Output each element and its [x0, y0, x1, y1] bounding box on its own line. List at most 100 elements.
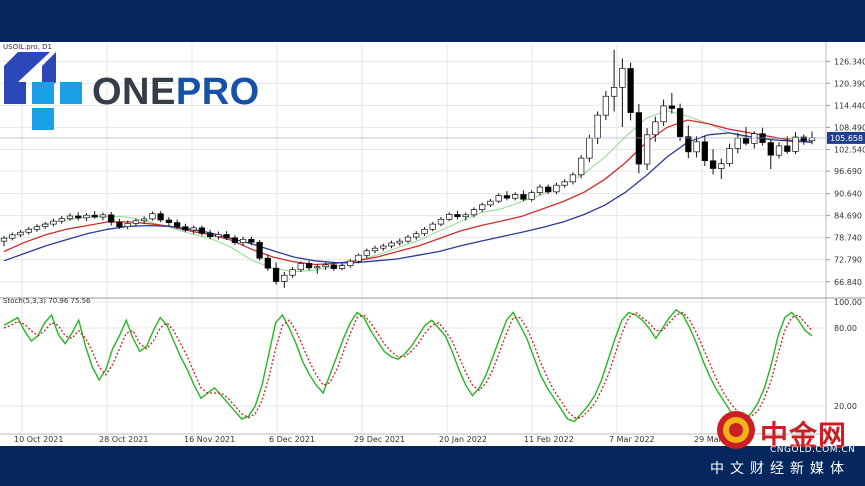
ma-line-3 [3, 132, 813, 264]
candle [528, 190, 535, 202]
candle-body [660, 105, 667, 123]
candle [421, 227, 428, 236]
candle [709, 149, 717, 175]
candle-body [652, 121, 659, 136]
price-tick-label: 126.340 [834, 57, 865, 66]
stoch-tick-labels: 100.00 80.00 20.00 [834, 298, 862, 411]
candle-body [347, 260, 354, 266]
candle-body [141, 218, 148, 222]
candle [437, 217, 445, 227]
grid [0, 44, 826, 432]
candle-body [248, 238, 255, 243]
symbol-label: USOIL.pro, D1 [3, 43, 53, 51]
candle-body [281, 274, 288, 282]
candle [693, 136, 700, 158]
candle-body [75, 215, 82, 219]
chart-background [0, 42, 865, 446]
candle-body [99, 214, 107, 218]
candle [726, 143, 733, 167]
candle [388, 240, 395, 249]
candle [784, 136, 791, 154]
candle-body [643, 134, 651, 165]
candle [231, 235, 239, 245]
candle [314, 264, 321, 274]
candle-body [132, 220, 140, 224]
top-banner [0, 0, 865, 42]
candle-body [446, 214, 453, 220]
candle [775, 142, 783, 159]
candle-body [338, 265, 346, 269]
price-tick-label: 72.790 [834, 256, 862, 265]
candle-body [512, 194, 519, 199]
candle-body [17, 231, 24, 236]
candle-body [116, 221, 123, 228]
candle [800, 134, 807, 145]
candle [338, 263, 346, 271]
candles [0, 49, 816, 288]
candle [792, 132, 799, 155]
last-price-box [827, 131, 865, 144]
price-tick-label: 96.690 [834, 167, 862, 176]
candle [619, 58, 626, 128]
candle [9, 232, 16, 241]
candle [347, 258, 354, 268]
candle [0, 235, 8, 247]
candle-body [322, 264, 329, 268]
candle [503, 191, 511, 201]
candle [602, 91, 610, 120]
candle-body [33, 226, 41, 230]
candle-body [256, 241, 263, 259]
candle [132, 218, 140, 226]
time-tick-label: 10 Oct 2021 [14, 435, 63, 444]
candle [91, 211, 98, 219]
stoch-main-line [3, 308, 813, 423]
last-price-label: 105.658 [830, 134, 863, 143]
candle [404, 234, 412, 244]
candle-body [264, 257, 271, 269]
candle-body [536, 186, 544, 193]
time-tick-labels: 10 Oct 2021 28 Oct 2021 16 Nov 2021 6 Dec 2… [14, 435, 745, 444]
candle [446, 212, 453, 222]
candle [223, 231, 230, 241]
candle [363, 248, 370, 258]
candle [643, 128, 651, 170]
candle [297, 261, 304, 272]
time-tick-label: 11 Feb 2022 [524, 435, 574, 444]
candle-body [25, 228, 32, 233]
candle [289, 267, 296, 278]
candle [512, 192, 519, 201]
candle-body [173, 222, 181, 228]
price-tick-label: 108.490 [834, 123, 865, 132]
candle-body [413, 233, 420, 238]
chart-area: 126.340 120.390 114.440 108.490 102.540 96.69… [0, 42, 865, 446]
candle-body [231, 237, 239, 243]
candle-body [775, 145, 783, 156]
stoch-tick-label: 20.00 [834, 402, 857, 411]
candle [149, 211, 156, 221]
candle-body [668, 105, 675, 109]
candle [553, 182, 560, 195]
candle [281, 271, 288, 288]
candle [487, 198, 494, 208]
candle-body [149, 213, 156, 220]
candle-body [602, 95, 610, 116]
candle [627, 62, 634, 121]
candle-body [388, 242, 395, 247]
candle-body [272, 267, 280, 282]
candle [586, 134, 593, 163]
candle-body [305, 263, 313, 269]
candle-body [619, 68, 626, 88]
candle-body [800, 136, 807, 142]
candle-body [215, 234, 222, 238]
candle-body [50, 220, 57, 225]
candle-body [206, 233, 214, 238]
cngold-logo-icon [717, 411, 755, 449]
candle-body [767, 142, 774, 156]
candle-body [404, 236, 412, 242]
candle-body [718, 163, 725, 169]
onepro-logo-icon [4, 52, 82, 130]
candle-body [380, 245, 387, 249]
candle [577, 155, 585, 179]
stoch-signal-line [3, 311, 813, 419]
cngold-brand: 中金网 [760, 419, 848, 452]
